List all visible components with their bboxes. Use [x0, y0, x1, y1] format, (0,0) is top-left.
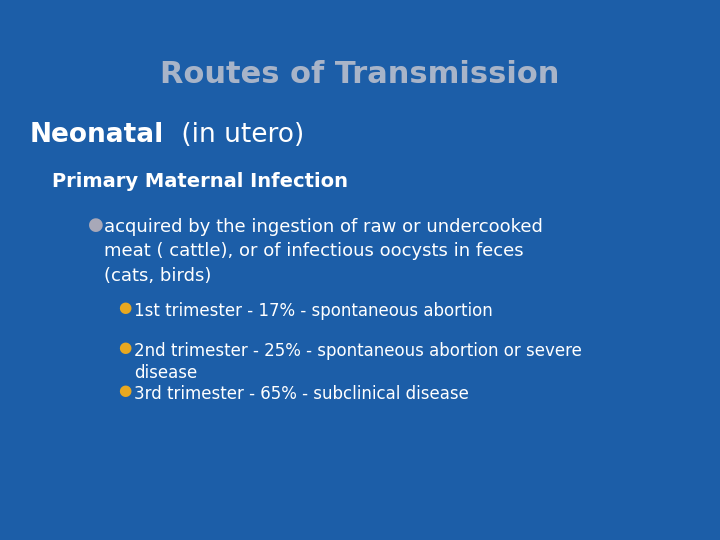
Text: 2nd trimester - 25% - spontaneous abortion or severe
disease: 2nd trimester - 25% - spontaneous aborti…: [134, 342, 582, 382]
Text: ●: ●: [118, 383, 131, 398]
Text: ●: ●: [118, 300, 131, 315]
Text: ●: ●: [118, 340, 131, 355]
Text: 1st trimester - 17% - spontaneous abortion: 1st trimester - 17% - spontaneous aborti…: [134, 302, 492, 320]
Text: acquired by the ingestion of raw or undercooked
meat ( cattle), or of infectious: acquired by the ingestion of raw or unde…: [104, 218, 543, 285]
Text: (in utero): (in utero): [173, 122, 305, 148]
Text: 3rd trimester - 65% - subclinical disease: 3rd trimester - 65% - subclinical diseas…: [134, 385, 469, 403]
Text: Primary Maternal Infection: Primary Maternal Infection: [52, 172, 348, 191]
Text: ●: ●: [88, 216, 104, 234]
Text: Neonatal: Neonatal: [30, 122, 164, 148]
Text: Routes of Transmission: Routes of Transmission: [161, 60, 559, 89]
